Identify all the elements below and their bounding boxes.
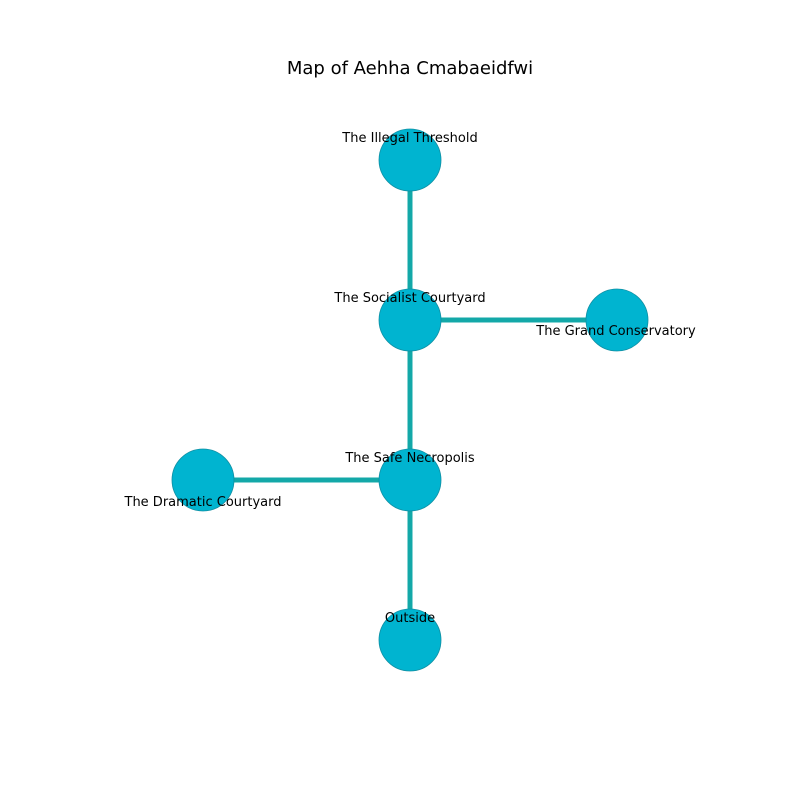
node-socialist-courtyard bbox=[378, 288, 442, 352]
node-label-grand-conservatory: The Grand Conservatory bbox=[535, 324, 696, 339]
map-title: Map of Aehha Cmabaeidfwi bbox=[287, 58, 533, 79]
node-outside bbox=[378, 608, 442, 672]
node-grand-conservatory bbox=[585, 288, 649, 352]
node-illegal-threshold bbox=[378, 128, 442, 192]
labels-layer: The Illegal Threshold The Socialist Court… bbox=[124, 131, 697, 626]
node-label-dramatic-courtyard: The Dramatic Courtyard bbox=[124, 495, 282, 510]
node-label-outside: Outside bbox=[385, 611, 435, 626]
node-label-safe-necropolis: The Safe Necropolis bbox=[344, 451, 475, 466]
nodes-layer bbox=[171, 128, 649, 672]
node-label-illegal-threshold: The Illegal Threshold bbox=[341, 131, 477, 146]
node-label-socialist-courtyard: The Socialist Courtyard bbox=[333, 291, 485, 306]
node-dramatic-courtyard bbox=[171, 448, 235, 512]
edges-layer bbox=[203, 160, 617, 640]
node-safe-necropolis bbox=[378, 448, 442, 512]
